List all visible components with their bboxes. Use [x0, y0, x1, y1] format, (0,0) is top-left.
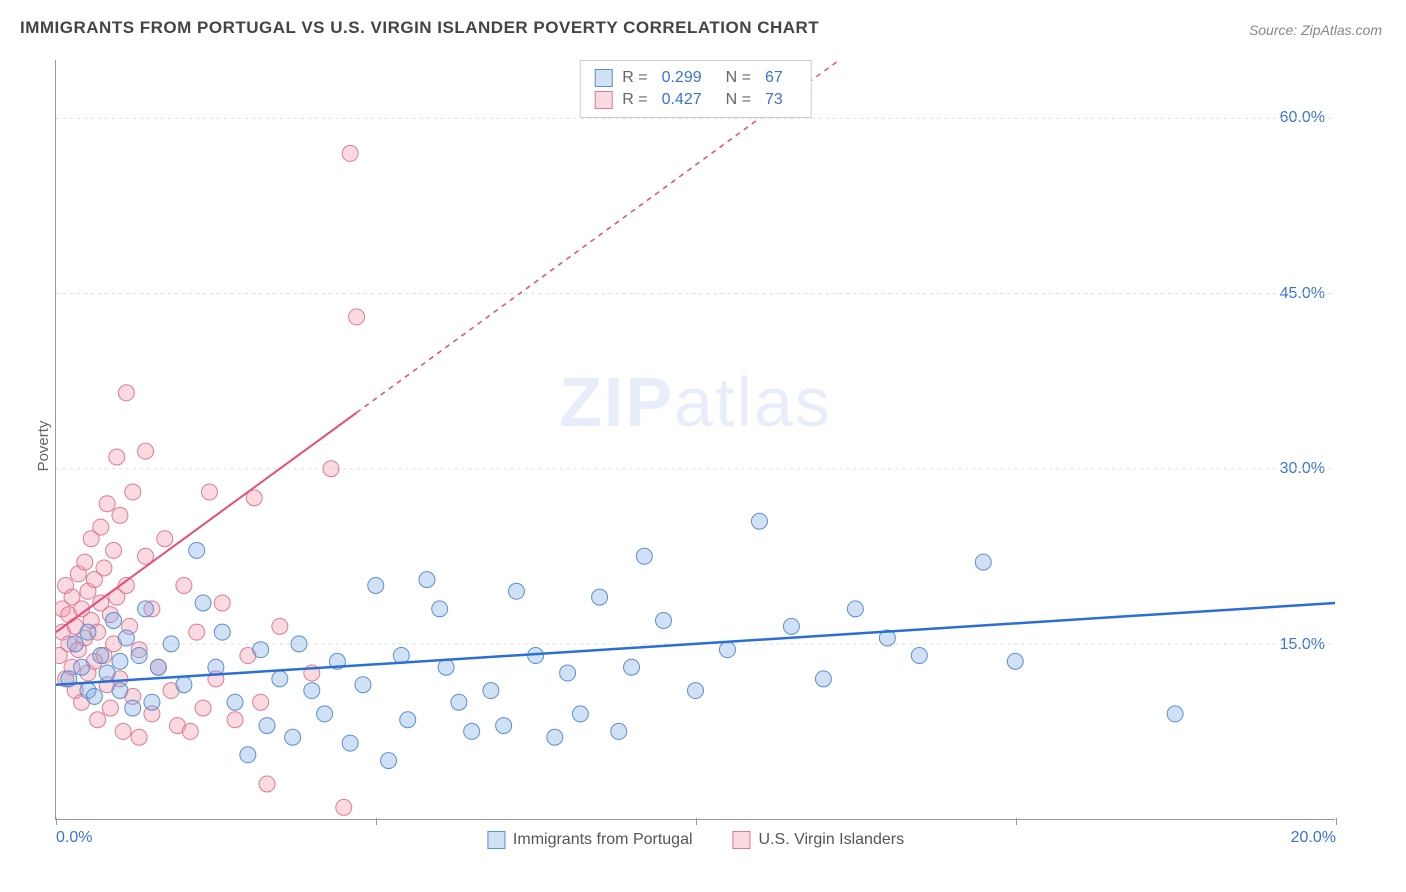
r-label: R =	[622, 91, 647, 109]
swatch-usvi	[733, 831, 751, 849]
r-value-series2: 0.427	[662, 91, 702, 109]
x-tick-label: 20.0%	[1291, 829, 1336, 847]
n-value-series1: 67	[765, 69, 783, 87]
legend-item-usvi: U.S. Virgin Islanders	[733, 831, 905, 849]
n-value-series2: 73	[765, 91, 783, 109]
legend-item-portugal: Immigrants from Portugal	[487, 831, 693, 849]
r-label: R =	[622, 69, 647, 87]
n-label: N =	[726, 69, 751, 87]
r-value-series1: 0.299	[662, 69, 702, 87]
legend-label-usvi: U.S. Virgin Islanders	[759, 831, 905, 849]
series-legend: Immigrants from Portugal U.S. Virgin Isl…	[487, 831, 904, 849]
plot-area: ZIPatlas R = 0.299 N = 67 R = 0.427 N = …	[55, 60, 1335, 820]
chart-title: IMMIGRANTS FROM PORTUGAL VS U.S. VIRGIN …	[20, 18, 819, 38]
chart-svg	[56, 60, 1335, 819]
legend-row-series2: R = 0.427 N = 73	[594, 89, 797, 111]
swatch-series1	[594, 69, 612, 87]
correlation-legend: R = 0.299 N = 67 R = 0.427 N = 73	[579, 60, 812, 118]
legend-label-portugal: Immigrants from Portugal	[513, 831, 693, 849]
y-axis-label: Poverty	[35, 421, 52, 472]
x-tick-label: 0.0%	[56, 829, 92, 847]
swatch-series2	[594, 91, 612, 109]
source-attribution: Source: ZipAtlas.com	[1249, 22, 1382, 38]
swatch-portugal	[487, 831, 505, 849]
legend-row-series1: R = 0.299 N = 67	[594, 67, 797, 89]
n-label: N =	[726, 91, 751, 109]
